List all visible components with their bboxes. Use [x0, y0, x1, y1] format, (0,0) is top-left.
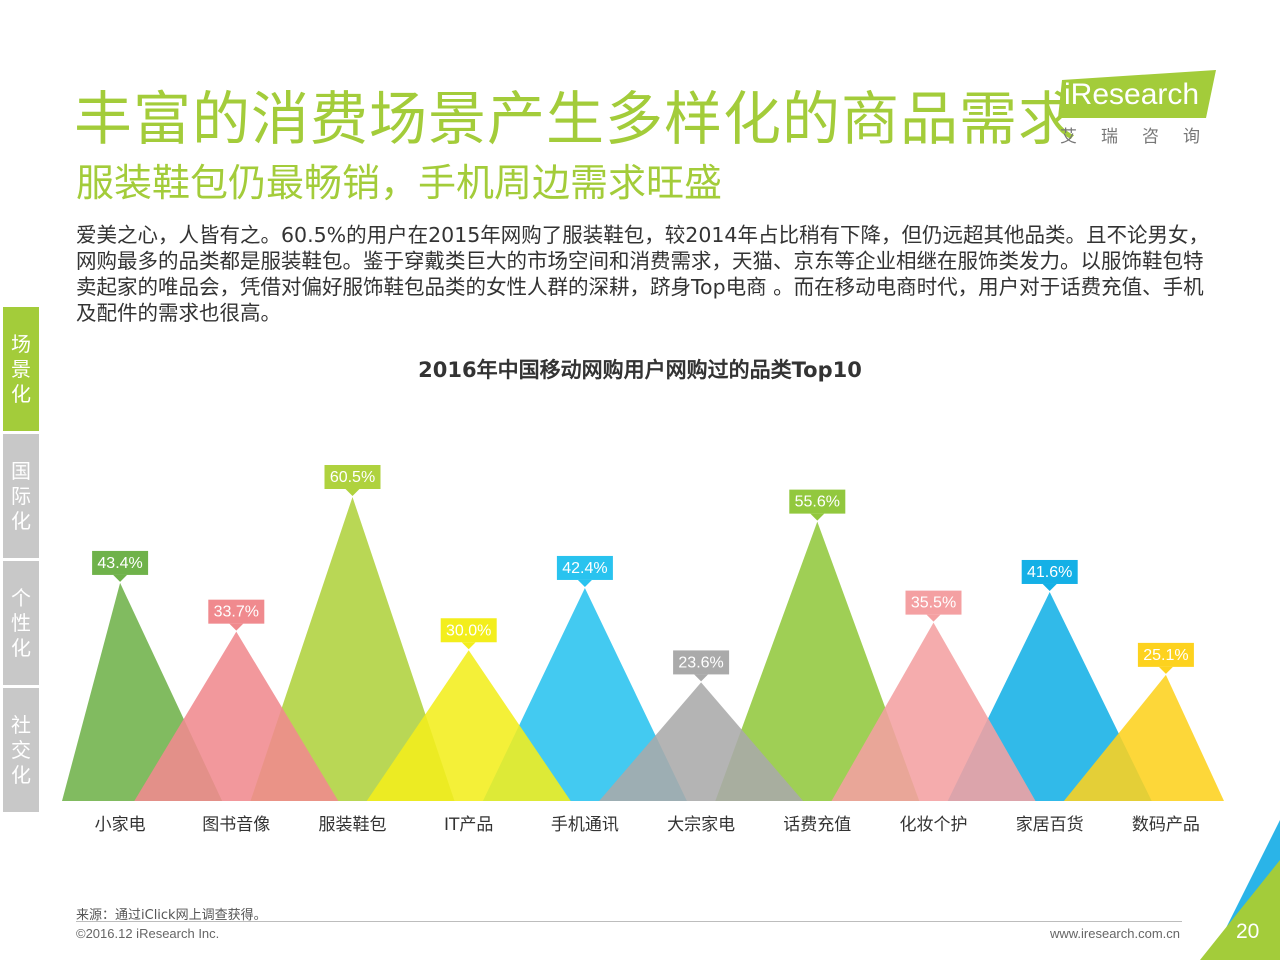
- category-label: 小家电: [95, 815, 146, 835]
- side-tab-label: 社交化: [11, 712, 31, 787]
- value-label-box: [789, 489, 846, 514]
- copyright: ©2016.12 iResearch Inc.: [76, 926, 220, 941]
- logo-text: iResearch: [1064, 78, 1200, 111]
- side-tab-label: 个性化: [11, 585, 31, 660]
- peak-mark: [134, 631, 339, 801]
- value-label-text: 30.0%: [446, 622, 491, 639]
- value-label-box: [324, 465, 381, 489]
- value-label-pointer: [113, 574, 128, 582]
- iresearch-logo: iResearch 艾瑞咨询: [1058, 68, 1218, 148]
- category-label: 话费充值: [783, 815, 851, 835]
- side-tab-social[interactable]: 社交化: [3, 688, 39, 812]
- value-label-text: 35.5%: [911, 595, 956, 612]
- value-label-box: [556, 555, 613, 580]
- value-label: 35.5%: [905, 590, 962, 622]
- source-note: 来源：通过iClick网上调查获得。: [76, 908, 267, 923]
- side-tab-international[interactable]: 国际化: [3, 434, 39, 558]
- value-label: 33.7%: [208, 599, 265, 631]
- value-label: 42.4%: [556, 555, 613, 587]
- value-label-box: [92, 550, 149, 575]
- value-label-pointer: [926, 614, 941, 622]
- value-label-text: 42.4%: [562, 560, 607, 577]
- peak-mark: [1063, 674, 1224, 801]
- value-label-pointer: [577, 579, 592, 587]
- value-label: 60.5%: [324, 465, 381, 496]
- value-label-box: [905, 590, 962, 615]
- value-label-box: [673, 650, 730, 675]
- side-tabs: 场景化 国际化 个性化 社交化: [3, 307, 39, 815]
- category-label: 化妆个护: [900, 815, 968, 835]
- value-label-text: 25.1%: [1143, 647, 1188, 664]
- value-label-pointer: [229, 623, 244, 631]
- peak-mark: [831, 622, 1036, 801]
- category-chart: 43.4% 33.7% 60.5% 30.0% 42.4% 23.6% 55.6% 35.5%…: [62, 465, 1224, 835]
- value-label-text: 43.4%: [97, 555, 142, 572]
- category-label: 图书音像: [202, 815, 270, 835]
- value-label-text: 55.6%: [795, 494, 840, 511]
- category-label: 大宗家电: [667, 815, 735, 835]
- value-label: 43.4%: [92, 550, 149, 582]
- value-label-pointer: [1158, 666, 1173, 674]
- value-label: 30.0%: [440, 618, 497, 650]
- value-label-box: [208, 599, 265, 624]
- value-label-box: [440, 618, 497, 643]
- value-label-text: 60.5%: [330, 469, 375, 486]
- value-label: 25.1%: [1137, 642, 1194, 674]
- footer-divider: [76, 921, 1182, 922]
- logo-subtext: 艾瑞咨询: [1060, 127, 1224, 147]
- side-tab-label: 场景化: [11, 331, 31, 406]
- peak-mark: [366, 650, 571, 801]
- peak-mark: [250, 497, 455, 801]
- category-label: 服装鞋包: [319, 815, 387, 835]
- side-tab-scene[interactable]: 场景化: [3, 307, 39, 431]
- value-label-text: 41.6%: [1027, 564, 1072, 581]
- page-number: 20: [1236, 920, 1260, 943]
- chart-title: 2016年中国移动网购用户网购过的品类Top10: [418, 358, 862, 382]
- side-tab-personal[interactable]: 个性化: [3, 561, 39, 685]
- category-label: IT产品: [444, 815, 493, 835]
- peak-mark: [599, 682, 804, 801]
- peak-mark: [715, 521, 920, 801]
- value-label-pointer: [1042, 583, 1057, 591]
- value-label-text: 33.7%: [214, 604, 259, 621]
- value-label-pointer: [345, 489, 360, 496]
- website-url: www.iresearch.com.cn: [1049, 926, 1180, 941]
- value-label: 23.6%: [673, 650, 730, 682]
- value-label-text: 23.6%: [678, 654, 723, 671]
- value-label-pointer: [810, 513, 825, 521]
- value-label-pointer: [694, 674, 709, 682]
- category-label: 手机通讯: [551, 815, 619, 835]
- value-label-pointer: [461, 642, 476, 650]
- category-label: 家居百货: [1016, 815, 1084, 835]
- page-title: 丰富的消费场景产生多样化的商品需求: [74, 85, 1078, 153]
- value-label: 41.6%: [1021, 559, 1078, 591]
- side-tab-label: 国际化: [11, 458, 31, 533]
- category-label: 数码产品: [1132, 815, 1200, 835]
- value-label-box: [1137, 642, 1194, 667]
- intro-paragraph: 爱美之心，人皆有之。60.5%的用户在2015年网购了服装鞋包，较2014年占比…: [76, 223, 1209, 325]
- page-subtitle: 服装鞋包仍最畅销，手机周边需求旺盛: [76, 161, 723, 205]
- value-label: 55.6%: [789, 489, 846, 521]
- corner-decoration-icon: [1200, 820, 1280, 960]
- logo-banner-icon: [1058, 70, 1216, 118]
- value-label-box: [1021, 559, 1078, 584]
